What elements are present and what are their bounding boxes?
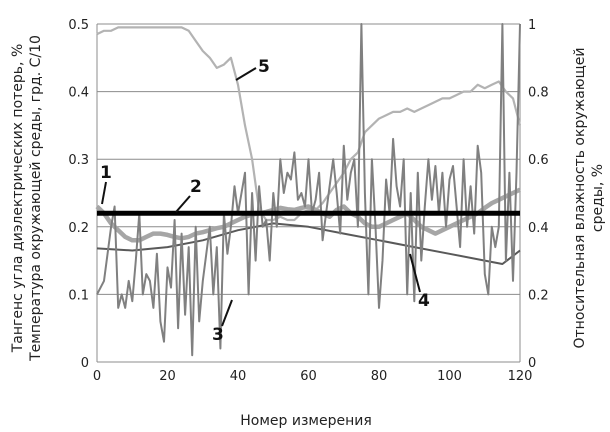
leader-line-5 (235, 67, 257, 81)
series-line-3 (96, 23, 521, 357)
y-right-tick-label-3: 0.6 (528, 153, 549, 168)
x-tick-label-4: 80 (371, 369, 388, 384)
series-line-5 (96, 26, 522, 222)
annotation-label-2: 2 (190, 177, 202, 197)
x-tick-label-5: 100 (437, 369, 462, 384)
y-right-tick-label-1: 0.2 (528, 288, 549, 303)
y-right-tick-label-4: 0.8 (528, 86, 549, 101)
y-right-tick-label-0: 0 (528, 356, 536, 371)
x-tick-label-6: 120 (508, 369, 533, 384)
annotation-label-5: 5 (258, 57, 270, 77)
annotation-label-1: 1 (100, 163, 112, 183)
x-axis-title: Номер измерения (240, 413, 372, 429)
series-line-4 (96, 222, 521, 265)
y-right-tick-label-2: 0.4 (528, 221, 549, 236)
axes (96, 24, 521, 362)
y-left-tick-label-2: 0.2 (68, 221, 89, 236)
x-tick-label-0: 0 (93, 369, 101, 384)
tick-labels: 0 20 40 60 80 100 12000.10.20.30.40.500.20.40.… (68, 18, 548, 384)
leader-line-3 (221, 299, 233, 327)
series-line-1 (95, 187, 521, 243)
y-right-axis-title-line2: среды, % (590, 164, 606, 232)
y-left-tick-label-0: 0 (81, 356, 89, 371)
y-left-tick-label-3: 0.3 (68, 153, 89, 168)
y-right-axis-title-line1: Относительная влажность окружающей (572, 48, 588, 349)
leader-line-1 (101, 181, 107, 205)
annotation-leaders (101, 67, 421, 327)
y-left-tick-label-1: 0.1 (68, 288, 89, 303)
leader-line-2 (175, 195, 191, 213)
y-left-axis-title-line2: Температура окружающей среды, грд. С/10 (28, 35, 44, 362)
series-layer (95, 23, 522, 357)
x-tick-label-1: 20 (159, 369, 176, 384)
leader-line-4 (409, 253, 421, 293)
y-left-tick-label-4: 0.4 (68, 86, 89, 101)
annotation-label-4: 4 (418, 291, 430, 311)
annotation-label-3: 3 (212, 325, 224, 345)
x-tick-label-3: 60 (300, 369, 317, 384)
y-left-tick-label-5: 0.5 (68, 18, 89, 33)
y-left-axis-title-line1: Тангенс угла диэлектрических потерь, % (10, 44, 26, 354)
y-right-tick-label-5: 1 (528, 18, 536, 33)
x-tick-label-2: 40 (230, 369, 247, 384)
